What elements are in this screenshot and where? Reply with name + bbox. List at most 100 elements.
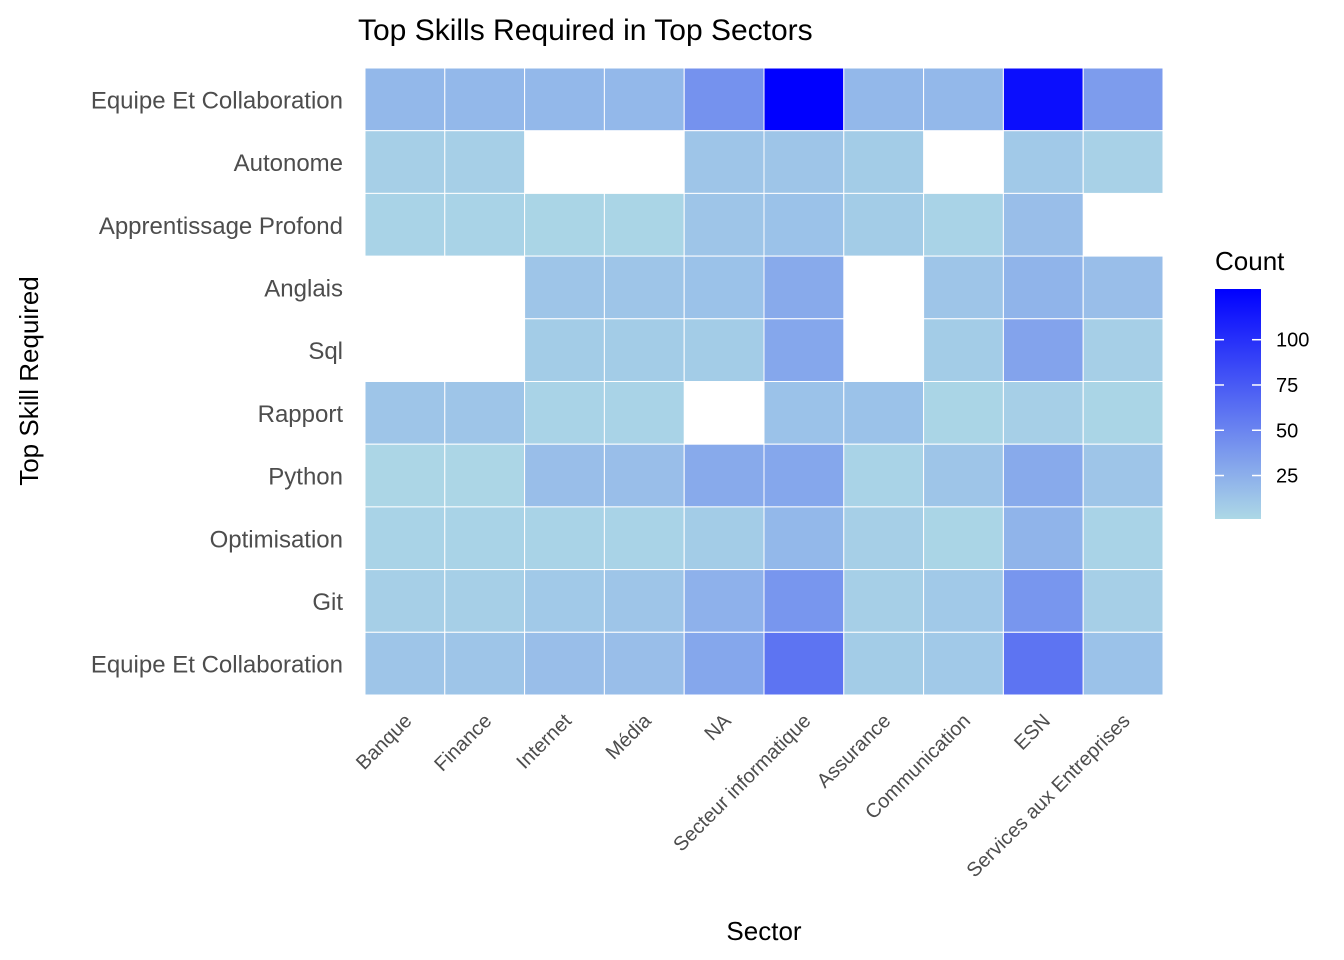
heatmap-cell: [763, 506, 845, 571]
heatmap-cell: [763, 192, 845, 257]
heatmap-cell: [1082, 381, 1164, 445]
legend-ticks: 25 50 75 100: [1215, 330, 1309, 488]
y-axis-title: Top Skill Required: [14, 276, 44, 486]
heatmap-cell: [843, 67, 925, 132]
heatmap-cell: [923, 569, 1004, 633]
heatmap-cell: [1082, 130, 1164, 194]
heatmap-cell: [683, 569, 765, 633]
heatmap-cell: [843, 506, 925, 571]
heatmap-cell: [444, 443, 526, 508]
heatmap-cell: [444, 256, 525, 319]
heatmap-cell: [843, 192, 925, 257]
heatmap-cell: [1082, 631, 1164, 696]
heatmap-cell: [683, 192, 765, 257]
heatmap-cell: [603, 631, 685, 696]
heatmap-cell: [603, 192, 685, 257]
legend-tick-label: 75: [1276, 375, 1298, 397]
x-tick-label: ESN: [1010, 710, 1055, 755]
heatmap-cell: [1002, 443, 1084, 508]
x-tick-label: NA: [700, 710, 736, 746]
y-tick-label: Anglais: [264, 275, 343, 302]
legend-title: Count: [1215, 246, 1285, 276]
heatmap-cell: [603, 381, 685, 445]
heatmap-cell: [683, 506, 765, 571]
heatmap-cell: [843, 130, 925, 194]
heatmap-cell: [364, 506, 446, 571]
y-tick-label: Git: [312, 589, 343, 616]
heatmap-cell: [444, 318, 525, 382]
heatmap-cell: [524, 631, 605, 696]
heatmap-cell: [923, 67, 1004, 132]
heatmap-cells: [364, 67, 1164, 696]
heatmap-cell: [763, 130, 845, 194]
legend-tick-label: 25: [1276, 466, 1298, 488]
x-axis-title: Sector: [726, 916, 801, 946]
heatmap-cell: [444, 631, 526, 696]
heatmap-cell: [684, 381, 764, 445]
heatmap-cell: [1002, 130, 1084, 194]
heatmap-cell: [444, 130, 526, 194]
color-legend: Count 25 50 75 100: [1215, 246, 1309, 519]
x-tick-label: Banque: [352, 710, 416, 774]
y-tick-label: Autonome: [234, 150, 343, 177]
heatmap-cell: [364, 443, 446, 508]
y-tick-label: Rapport: [258, 401, 344, 428]
heatmap-cell: [524, 192, 605, 257]
heatmap-cell: [603, 67, 685, 132]
heatmap-cell: [923, 192, 1004, 257]
heatmap-cell: [1002, 192, 1084, 257]
heatmap-cell: [843, 318, 924, 382]
x-tick-label: Média: [602, 709, 657, 764]
heatmap-cell: [444, 569, 526, 633]
x-tick-label: Services aux Entreprises: [963, 710, 1135, 882]
heatmap-cell: [1082, 318, 1164, 382]
heatmap-cell: [1082, 443, 1164, 508]
heatmap-cell: [683, 631, 765, 696]
y-tick-label: Optimisation: [210, 526, 343, 553]
legend-tick-label: 100: [1276, 330, 1309, 352]
heatmap-cell: [1082, 506, 1164, 571]
legend-colorbar: [1215, 289, 1261, 519]
heatmap-cell: [444, 381, 526, 445]
heatmap-cell: [923, 130, 1004, 194]
heatmap-cell: [603, 318, 685, 382]
heatmap-cell: [1002, 318, 1084, 382]
y-tick-label: Sql: [308, 338, 343, 365]
heatmap-cell: [364, 569, 446, 633]
heatmap-cell: [364, 631, 446, 696]
heatmap-cell: [1002, 381, 1084, 445]
heatmap-cell: [923, 443, 1004, 508]
heatmap-cell: [683, 255, 765, 320]
heatmap-cell: [524, 381, 605, 445]
heatmap-cell: [444, 192, 526, 257]
heatmap-cell: [683, 130, 765, 194]
heatmap-cell: [843, 569, 925, 633]
heatmap-cell: [923, 631, 1004, 696]
heatmap-cell: [603, 443, 685, 508]
y-tick-label: Python: [268, 464, 343, 491]
heatmap-cell: [365, 256, 445, 319]
heatmap-cell: [1002, 255, 1084, 320]
heatmap-cell: [1002, 569, 1084, 633]
heatmap-cell: [763, 569, 845, 633]
chart-title: Top Skills Required in Top Sectors: [358, 14, 813, 47]
x-tick-label: Secteur informatique: [669, 710, 815, 856]
heatmap-cell: [604, 130, 685, 194]
heatmap-cell: [1082, 569, 1164, 633]
heatmap-cell: [843, 256, 924, 319]
heatmap-cell: [1083, 193, 1163, 257]
heatmap-cell: [763, 381, 845, 445]
heatmap-cell: [603, 255, 685, 320]
heatmap-cell: [524, 318, 605, 382]
y-tick-label: Apprentissage Profond: [99, 213, 343, 240]
heatmap-cell: [683, 443, 765, 508]
heatmap-cell: [1002, 506, 1084, 571]
heatmap-cell: [843, 631, 925, 696]
heatmap-cell: [683, 318, 765, 382]
heatmap-cell: [524, 569, 605, 633]
heatmap-cell: [603, 569, 685, 633]
heatmap-cell: [1082, 255, 1164, 320]
heatmap-cell: [763, 67, 845, 132]
heatmap-cell: [603, 506, 685, 571]
heatmap-cell: [763, 255, 845, 320]
